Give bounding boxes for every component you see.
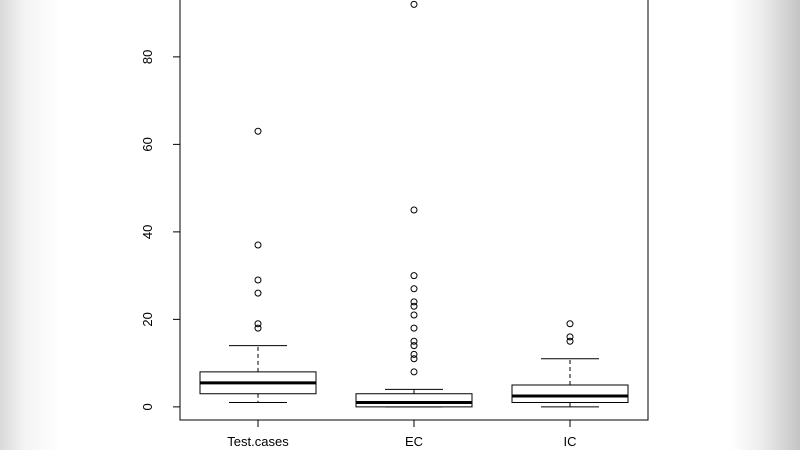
outlier-point (410, 298, 418, 306)
y-tick-label: 0 (140, 403, 155, 410)
outlier-point (254, 320, 262, 328)
outlier-point (410, 337, 418, 345)
outlier-point (566, 320, 574, 328)
x-tick-label: IC (564, 434, 577, 449)
outlier-point (566, 337, 574, 345)
outlier-point (410, 355, 418, 363)
y-tick-label: 80 (140, 50, 155, 64)
y-tick-label: 20 (140, 312, 155, 326)
iqr-box (355, 393, 473, 408)
outlier-point (410, 206, 418, 214)
outlier-point (566, 333, 574, 341)
outlier-point (410, 324, 418, 332)
iqr-box (511, 384, 629, 403)
outlier-point (410, 350, 418, 358)
y-tick-label: 40 (140, 225, 155, 239)
outlier-point (410, 342, 418, 350)
outlier-point (410, 272, 418, 280)
outlier-point (254, 127, 262, 135)
outlier-point (410, 0, 418, 8)
x-tick-label: Test.cases (227, 434, 289, 449)
outlier-point (410, 368, 418, 376)
outlier-point (410, 302, 418, 310)
outlier-point (254, 289, 262, 297)
y-tick-label: 60 (140, 137, 155, 151)
outlier-point (254, 276, 262, 284)
outlier-point (410, 285, 418, 293)
outlier-point (410, 311, 418, 319)
x-tick-label: EC (405, 434, 423, 449)
outlier-point (254, 324, 262, 332)
outlier-point (254, 241, 262, 249)
